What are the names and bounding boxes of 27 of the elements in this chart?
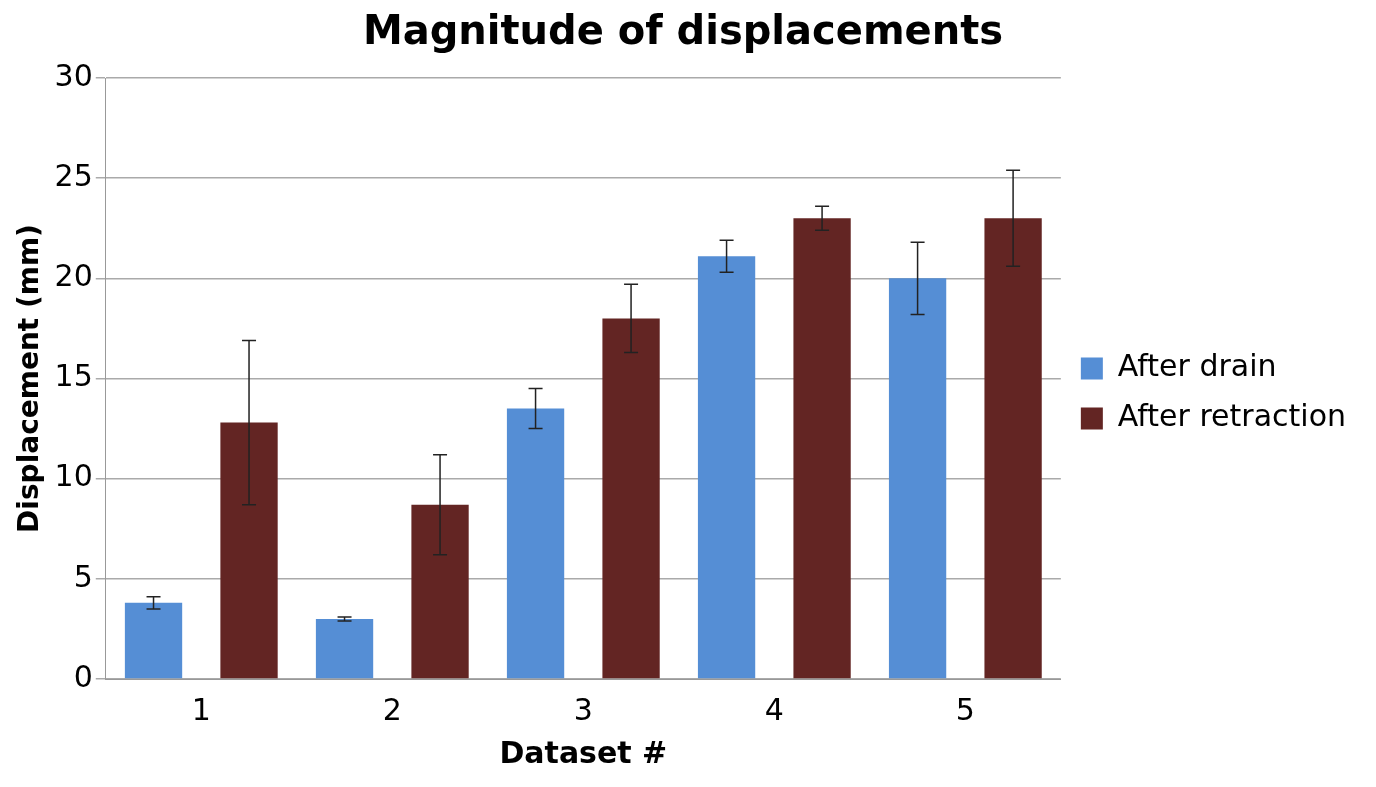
bar — [602, 318, 660, 679]
x-tick-label: 2 — [382, 691, 402, 727]
y-tick-label: 5 — [73, 558, 93, 594]
bar — [793, 218, 851, 679]
bar — [220, 422, 278, 679]
y-tick-label: 15 — [54, 358, 93, 394]
y-axis-title: Displacement (mm) — [12, 224, 46, 533]
bar — [411, 504, 469, 679]
chart-title: Magnitude of displacements — [362, 7, 1004, 54]
y-tick-label: 20 — [54, 258, 93, 294]
legend-label: After retraction — [1117, 398, 1347, 434]
x-tick-label: 1 — [191, 691, 211, 727]
y-tick-label: 30 — [54, 57, 93, 93]
x-tick-label: 4 — [764, 691, 784, 727]
bar — [697, 256, 756, 679]
y-tick-label: 10 — [54, 458, 93, 494]
bar — [888, 278, 947, 679]
y-tick-label: 0 — [73, 658, 93, 694]
x-axis-title: Dataset # — [499, 734, 668, 770]
bar — [315, 618, 374, 679]
bar — [124, 602, 183, 679]
bar — [984, 218, 1042, 679]
y-tick-label: 25 — [54, 157, 93, 193]
legend-label: After drain — [1117, 348, 1277, 384]
x-tick-label: 3 — [573, 691, 593, 727]
x-tick-label: 5 — [955, 691, 975, 727]
bar — [506, 408, 565, 679]
